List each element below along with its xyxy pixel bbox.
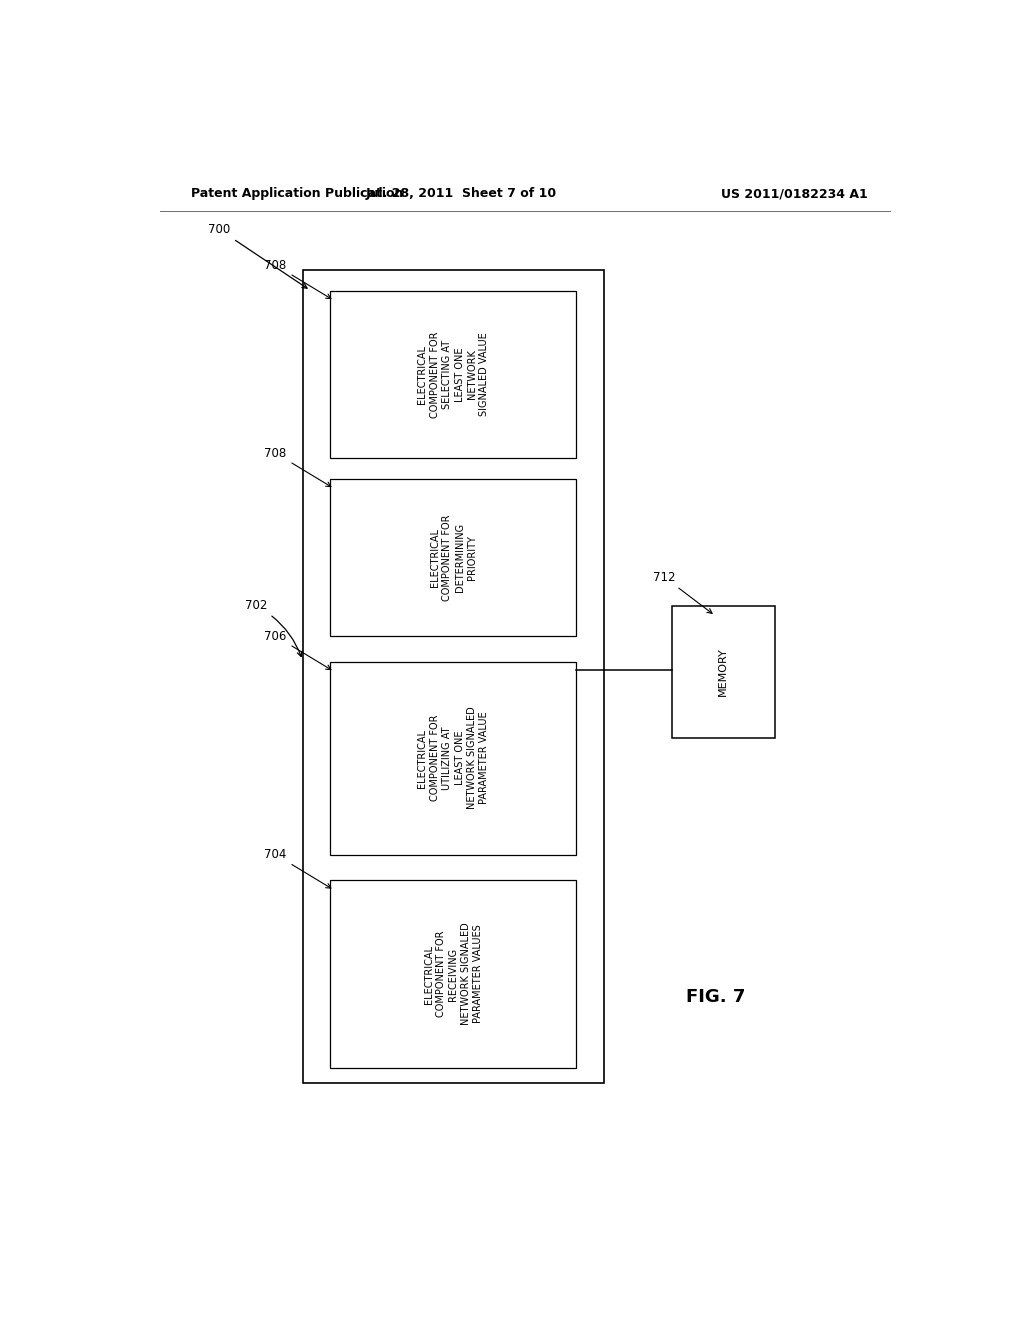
Bar bbox=[331, 479, 577, 636]
Text: MEMORY: MEMORY bbox=[718, 647, 728, 696]
Text: 712: 712 bbox=[653, 570, 712, 614]
Text: 702: 702 bbox=[245, 599, 302, 656]
Bar bbox=[331, 880, 577, 1068]
Bar bbox=[303, 271, 604, 1084]
Bar bbox=[331, 290, 577, 458]
Text: ELECTRICAL
COMPONENT FOR
SELECTING AT
LEAST ONE
NETWORK
SIGNALED VALUE: ELECTRICAL COMPONENT FOR SELECTING AT LE… bbox=[418, 331, 489, 417]
Text: ELECTRICAL
COMPONENT FOR
UTILIZING AT
LEAST ONE
NETWORK SIGNALED
PARAMETER VALUE: ELECTRICAL COMPONENT FOR UTILIZING AT LE… bbox=[418, 706, 489, 809]
Text: Jul. 28, 2011  Sheet 7 of 10: Jul. 28, 2011 Sheet 7 of 10 bbox=[366, 187, 557, 201]
Text: FIG. 7: FIG. 7 bbox=[686, 987, 744, 1006]
Bar bbox=[331, 661, 577, 854]
Text: 708: 708 bbox=[264, 446, 331, 487]
Text: 704: 704 bbox=[264, 849, 331, 888]
Text: 708: 708 bbox=[264, 259, 331, 298]
Text: Patent Application Publication: Patent Application Publication bbox=[191, 187, 403, 201]
Text: 706: 706 bbox=[264, 630, 331, 669]
Text: ELECTRICAL
COMPONENT FOR
RECEIVING
NETWORK SIGNALED
PARAMETER VALUES: ELECTRICAL COMPONENT FOR RECEIVING NETWO… bbox=[424, 923, 483, 1026]
Bar bbox=[672, 606, 775, 738]
Text: US 2011/0182234 A1: US 2011/0182234 A1 bbox=[721, 187, 868, 201]
Text: 700: 700 bbox=[208, 223, 307, 288]
Text: ELECTRICAL
COMPONENT FOR
DETERMINING
PRIORITY: ELECTRICAL COMPONENT FOR DETERMINING PRI… bbox=[430, 513, 477, 601]
